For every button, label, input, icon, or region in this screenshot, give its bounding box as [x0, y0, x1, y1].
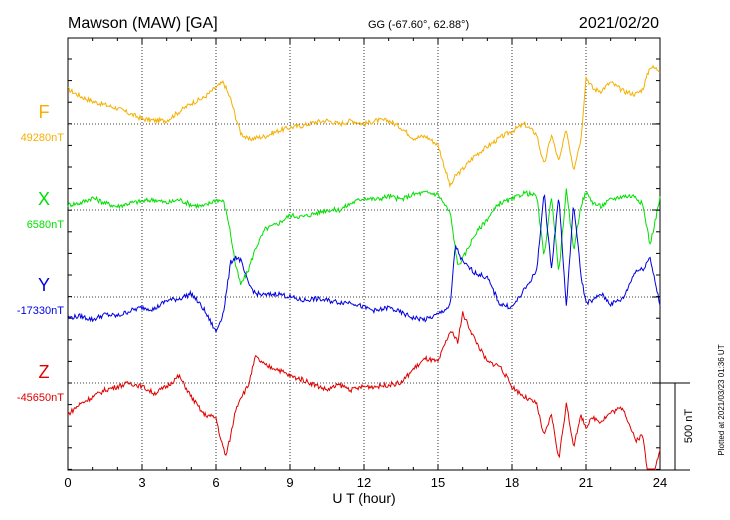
x-tick-label: 3: [138, 475, 145, 490]
x-tick-label: 9: [286, 475, 293, 490]
series-lines: [67, 64, 661, 470]
chart-date: 2021/02/20: [579, 15, 659, 32]
x-axis-label: U T (hour): [332, 490, 395, 506]
x-tick-label: 6: [212, 475, 219, 490]
series-baseline-label-y: -17330nT: [17, 305, 64, 317]
series-line-z: [67, 311, 661, 470]
series-name-f: F: [39, 102, 50, 122]
plotted-note: Plotted at 2021/03/23 01:36 UT: [717, 344, 726, 455]
station-coords: GG (-67.60°, 62.88°): [368, 19, 469, 31]
series-baseline-label-f: 49280nT: [21, 132, 65, 144]
series-name-x: X: [38, 189, 50, 209]
x-tick-label: 18: [505, 475, 519, 490]
scale-bar-label: 500 nT: [683, 409, 695, 444]
series-line-y: [67, 194, 661, 334]
series-line-f: [67, 64, 661, 189]
series-line-x: [67, 188, 661, 286]
x-tick-label: 0: [64, 475, 71, 490]
series-name-z: Z: [39, 362, 50, 382]
x-tick-label: 24: [653, 475, 667, 490]
series-labels: F 49280nT X 6580nT Y -17330nT Z -45650nT: [17, 102, 64, 404]
grid-lines: [141, 38, 587, 470]
x-tick-label: 21: [579, 475, 593, 490]
series-baseline-label-x: 6580nT: [27, 219, 65, 231]
x-axis: 0 3 6 9 12 15 18 21 24: [64, 38, 667, 490]
x-tick-label: 15: [431, 475, 445, 490]
x-tick-label: 12: [357, 475, 371, 490]
scale-bar: 500 nT: [660, 382, 695, 471]
series-name-y: Y: [38, 275, 50, 295]
station-title: Mawson (MAW) [GA]: [68, 15, 218, 32]
series-baseline-label-z: -45650nT: [17, 392, 64, 404]
